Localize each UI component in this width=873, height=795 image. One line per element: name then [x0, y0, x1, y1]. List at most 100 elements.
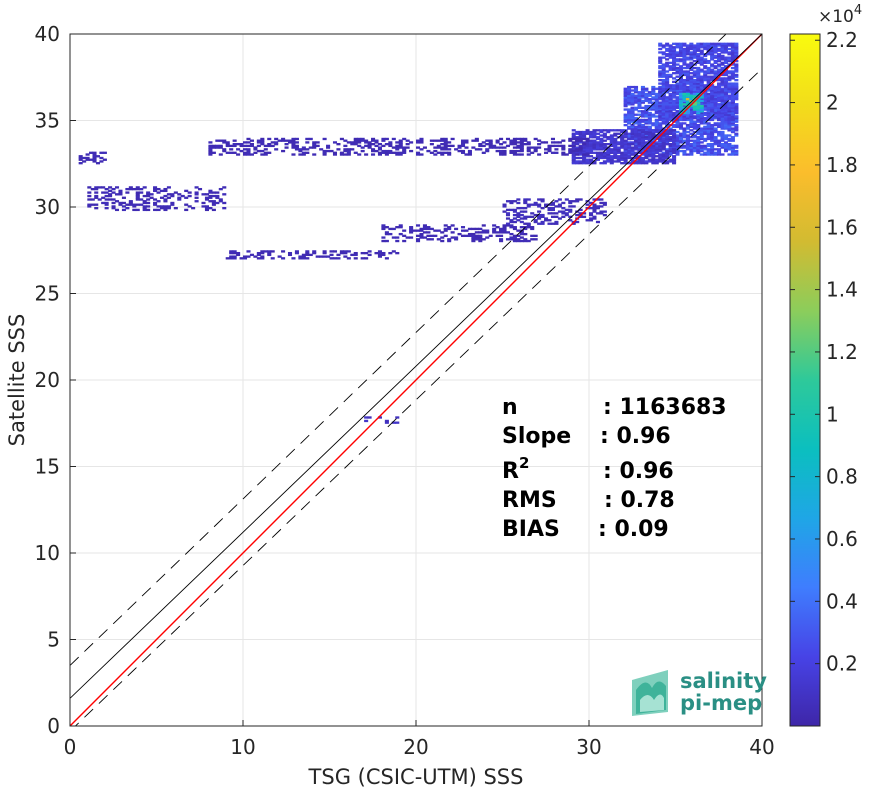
density-cell [672, 65, 677, 68]
density-cell [505, 208, 511, 212]
density-cell [291, 141, 296, 144]
density-cell [599, 141, 604, 144]
density-cell [208, 146, 213, 149]
density-cell [523, 137, 528, 141]
density-cell [568, 139, 573, 142]
density-cell [623, 158, 628, 161]
density-cell [322, 151, 327, 154]
density-cell [720, 111, 725, 115]
density-cell [156, 187, 161, 191]
density-cell [357, 144, 362, 148]
density-cell [675, 151, 680, 154]
density-cell [585, 155, 590, 158]
density-cell [665, 63, 670, 66]
density-cell [633, 129, 639, 132]
density-cell [481, 141, 486, 144]
density-cell [339, 251, 344, 255]
density-cell [637, 113, 642, 116]
density-cell [516, 238, 521, 241]
density-cell [723, 111, 728, 115]
density-cell [609, 162, 614, 165]
density-cell [630, 117, 635, 120]
density-cell [692, 54, 697, 58]
density-cell [685, 65, 690, 68]
density-cell [706, 77, 711, 80]
density-cell [575, 146, 580, 149]
density-cell [561, 144, 566, 148]
density-cell [589, 160, 594, 163]
density-cell [720, 58, 725, 61]
density-cell [537, 215, 542, 218]
density-cell [326, 149, 331, 153]
density-cell [509, 238, 514, 241]
density-cell [658, 96, 663, 99]
density-cell [720, 84, 725, 87]
density-cell [658, 117, 663, 120]
density-cell [637, 120, 642, 123]
density-cell [699, 127, 704, 130]
density-cell [668, 44, 673, 47]
density-cell [682, 42, 687, 45]
density-cell [696, 89, 701, 92]
density-cell [682, 115, 687, 118]
density-cell [647, 130, 652, 134]
density-cell [571, 222, 576, 225]
density-cell [720, 144, 725, 148]
density-cell [637, 156, 642, 160]
density-cell [267, 144, 272, 148]
density-cell [706, 99, 711, 103]
density-cell [478, 239, 483, 243]
density-cell [658, 158, 663, 161]
density-cell [627, 111, 632, 115]
density-cell [668, 127, 673, 130]
density-cell [723, 89, 728, 92]
density-cell [512, 226, 517, 229]
density-cell [595, 153, 600, 156]
density-cell [727, 70, 732, 73]
density-cell [633, 136, 639, 139]
density-cell [720, 46, 725, 49]
density-cell [633, 142, 639, 146]
density-cell [142, 200, 147, 203]
density-cell [689, 99, 694, 103]
density-cell [426, 226, 431, 229]
density-cell [429, 139, 434, 142]
density-cell [644, 106, 649, 109]
density-cell [658, 87, 663, 90]
density-cell [627, 92, 632, 96]
density-cell [689, 89, 694, 92]
density-cell [398, 224, 403, 227]
density-cell [689, 82, 694, 85]
density-heatmap [78, 42, 739, 424]
density-cell [523, 232, 528, 236]
density-cell [243, 148, 248, 151]
density-cell [163, 187, 168, 191]
density-cell [201, 193, 206, 196]
density-cell [647, 137, 652, 141]
density-cell [706, 125, 711, 129]
density-cell [523, 142, 528, 146]
density-cell [180, 194, 185, 198]
density-cell [717, 68, 722, 71]
density-cell [156, 191, 161, 194]
density-cell [668, 47, 673, 51]
density-cell [249, 253, 254, 257]
density-cell [692, 108, 697, 111]
density-cell [125, 187, 130, 191]
density-cell [633, 89, 639, 92]
density-cell [211, 144, 216, 148]
density-cell [682, 56, 687, 59]
density-cell [357, 141, 362, 144]
density-cell [377, 250, 382, 253]
density-cell [633, 94, 639, 97]
density-cell [696, 148, 701, 151]
density-cell [159, 205, 165, 208]
density-cell [512, 227, 517, 231]
density-cell [260, 142, 265, 146]
density-cell [101, 186, 106, 189]
density-cell [717, 84, 722, 87]
density-cell [668, 51, 673, 54]
density-cell [661, 73, 666, 77]
density-cell [198, 187, 203, 191]
